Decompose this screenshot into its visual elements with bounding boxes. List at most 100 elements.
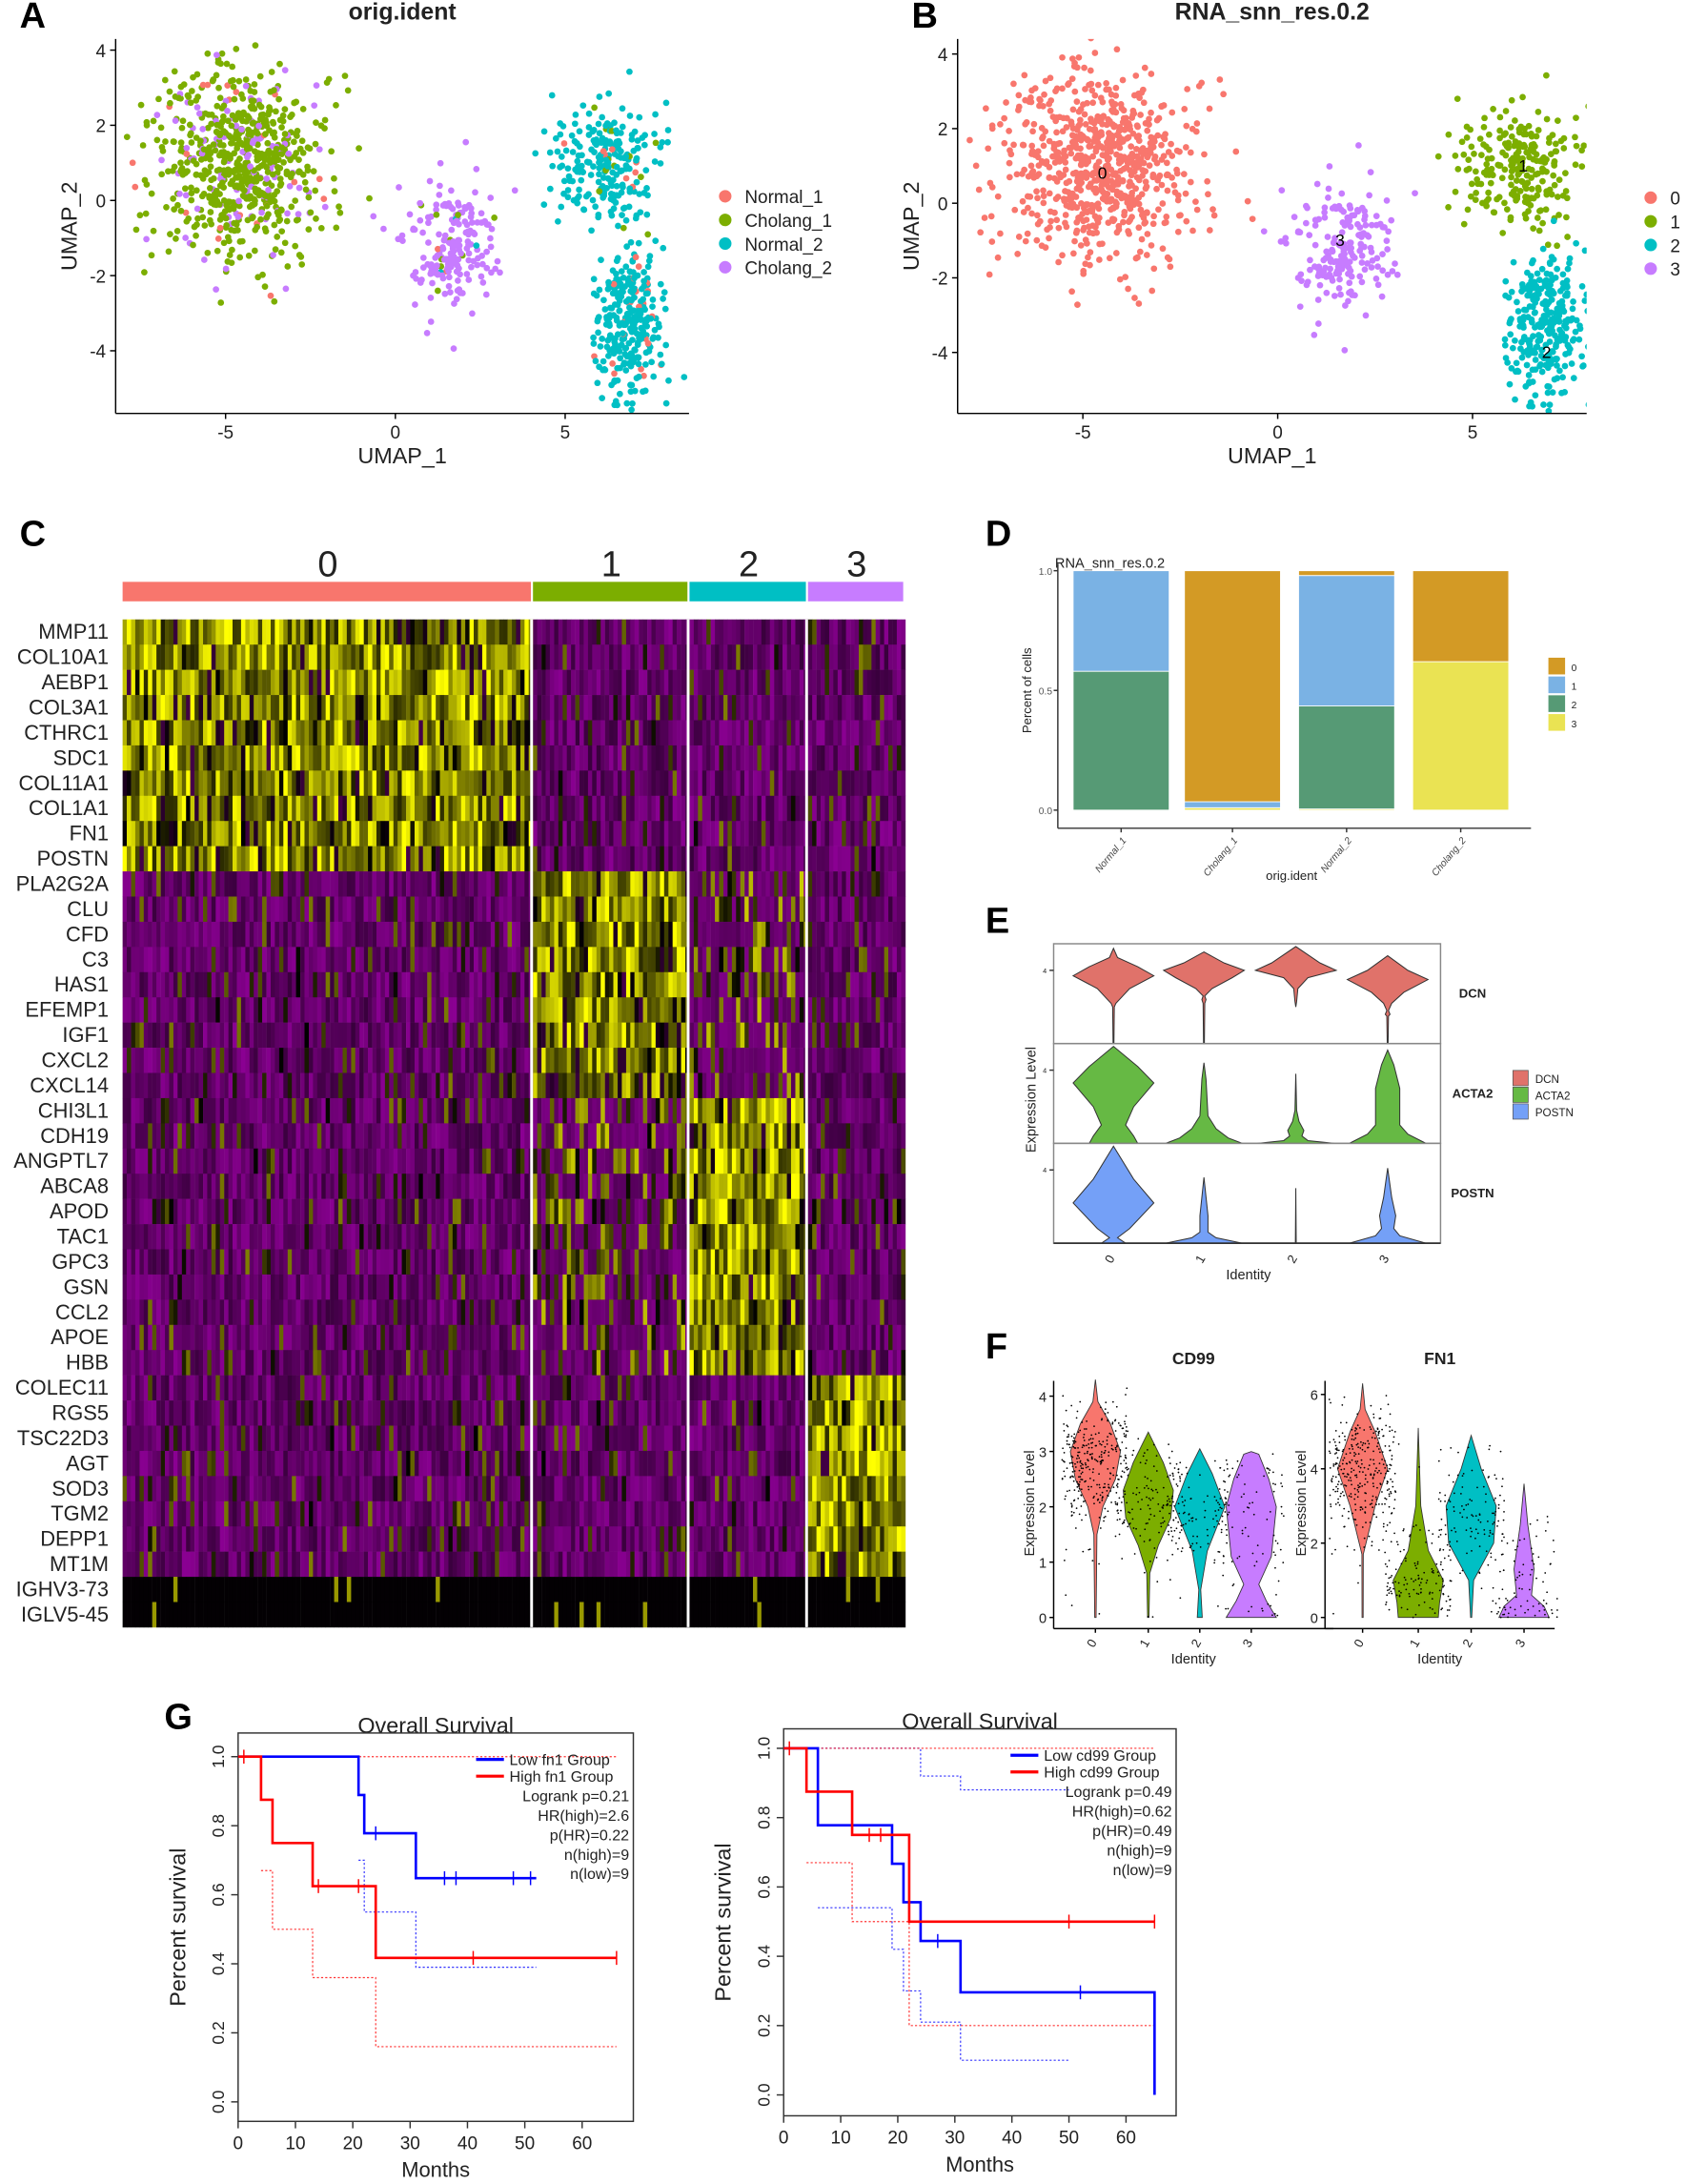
y-tick-label: 2 — [96, 117, 107, 137]
heatmap-cell — [380, 846, 386, 872]
heatmap-cell — [355, 695, 360, 721]
heatmap-cell — [816, 695, 822, 721]
heatmap-cell — [765, 695, 771, 721]
umap-point — [1006, 159, 1013, 167]
heatmap-cell — [866, 695, 872, 721]
umap-point — [277, 249, 285, 256]
umap-point — [1366, 192, 1373, 199]
umap-point — [206, 185, 213, 192]
umap-point — [1372, 221, 1380, 229]
cluster-label: 2 — [1542, 343, 1552, 362]
heatmap-cell — [177, 720, 183, 746]
x-tick-label: 0 — [391, 423, 401, 443]
heatmap-cell — [228, 745, 234, 771]
heatmap-cell — [309, 720, 314, 746]
heatmap-cell — [439, 619, 445, 645]
heatmap-cell — [240, 695, 246, 721]
heatmap-cell — [892, 619, 898, 645]
heatmap-cell — [203, 770, 208, 797]
heatmap-cell — [884, 795, 889, 822]
umap-point — [568, 132, 576, 139]
umap-point — [603, 162, 611, 170]
heatmap-cell — [334, 644, 339, 670]
umap-point — [380, 225, 387, 233]
heatmap-cell — [600, 669, 605, 696]
heatmap-cell — [219, 644, 225, 670]
heatmap-cell — [647, 669, 652, 696]
heatmap-cell — [134, 695, 140, 721]
heatmap-cell — [245, 619, 251, 645]
umap-point — [1084, 209, 1091, 216]
heatmap-cell — [156, 871, 161, 897]
umap-point — [250, 119, 257, 127]
umap-point — [208, 111, 215, 118]
heatmap-cell — [854, 745, 860, 771]
heatmap-cell — [439, 821, 445, 847]
umap-point — [428, 261, 435, 268]
umap-point — [220, 184, 228, 192]
umap-point — [1532, 309, 1538, 316]
heatmap-cell — [583, 871, 589, 897]
umap-point — [638, 173, 644, 180]
heatmap-cell — [613, 745, 619, 771]
heatmap-cell — [359, 619, 364, 645]
heatmap-cell — [287, 669, 293, 696]
heatmap-cell — [668, 795, 674, 822]
heatmap-cell — [211, 871, 216, 897]
heatmap-cell — [295, 720, 301, 746]
heatmap-cell — [160, 745, 166, 771]
heatmap-cell — [490, 871, 496, 897]
heatmap-cell — [249, 871, 254, 897]
umap-point — [1324, 234, 1331, 240]
umap-point — [596, 130, 603, 137]
umap-point — [1142, 185, 1149, 193]
umap-point — [425, 219, 432, 227]
heatmap-cell — [139, 795, 145, 822]
umap-point — [193, 172, 200, 178]
umap-point — [1464, 206, 1472, 214]
heatmap-cell — [647, 695, 652, 721]
heatmap-cell — [863, 619, 868, 645]
umap-point — [238, 182, 245, 190]
heatmap-cell — [888, 720, 893, 746]
heatmap-cell — [254, 795, 258, 822]
umap-point — [1452, 188, 1459, 195]
heatmap-cell — [330, 669, 335, 696]
umap-point — [644, 339, 652, 347]
umap-point — [660, 295, 666, 302]
umap-point — [1151, 153, 1159, 160]
umap-point — [1033, 236, 1041, 244]
umap-point — [1535, 418, 1541, 424]
umap-point — [184, 159, 191, 166]
umap-point — [1383, 197, 1391, 204]
heatmap-cell — [363, 871, 369, 897]
heatmap-cell — [842, 619, 846, 645]
umap-point — [454, 287, 461, 295]
umap-point — [296, 169, 304, 175]
heatmap-cell — [533, 795, 538, 822]
umap-point — [1021, 166, 1028, 173]
heatmap-cell — [571, 821, 576, 847]
heatmap-cell — [224, 695, 229, 721]
y-axis-label: UMAP_2 — [56, 182, 81, 271]
heatmap-cell — [748, 770, 754, 797]
x-tick-label: -5 — [1075, 423, 1091, 443]
heatmap-cell — [828, 669, 834, 696]
heatmap-cell — [134, 644, 140, 670]
heatmap-cell — [262, 846, 267, 872]
umap-point — [183, 145, 191, 152]
umap-point — [1085, 136, 1092, 144]
heatmap-cell — [224, 745, 229, 771]
umap-point — [1513, 359, 1520, 367]
heatmap-cell — [401, 846, 407, 872]
umap-point — [1206, 227, 1213, 234]
heatmap-cell — [474, 821, 478, 847]
umap-point — [1148, 109, 1154, 116]
umap-point — [229, 112, 236, 119]
heatmap-cell — [316, 770, 322, 797]
umap-point — [644, 263, 652, 271]
gene-label: AEBP1 — [41, 670, 109, 694]
heatmap-cell — [410, 695, 416, 721]
heatmap-cell — [194, 871, 199, 897]
heatmap-cell — [663, 720, 669, 746]
